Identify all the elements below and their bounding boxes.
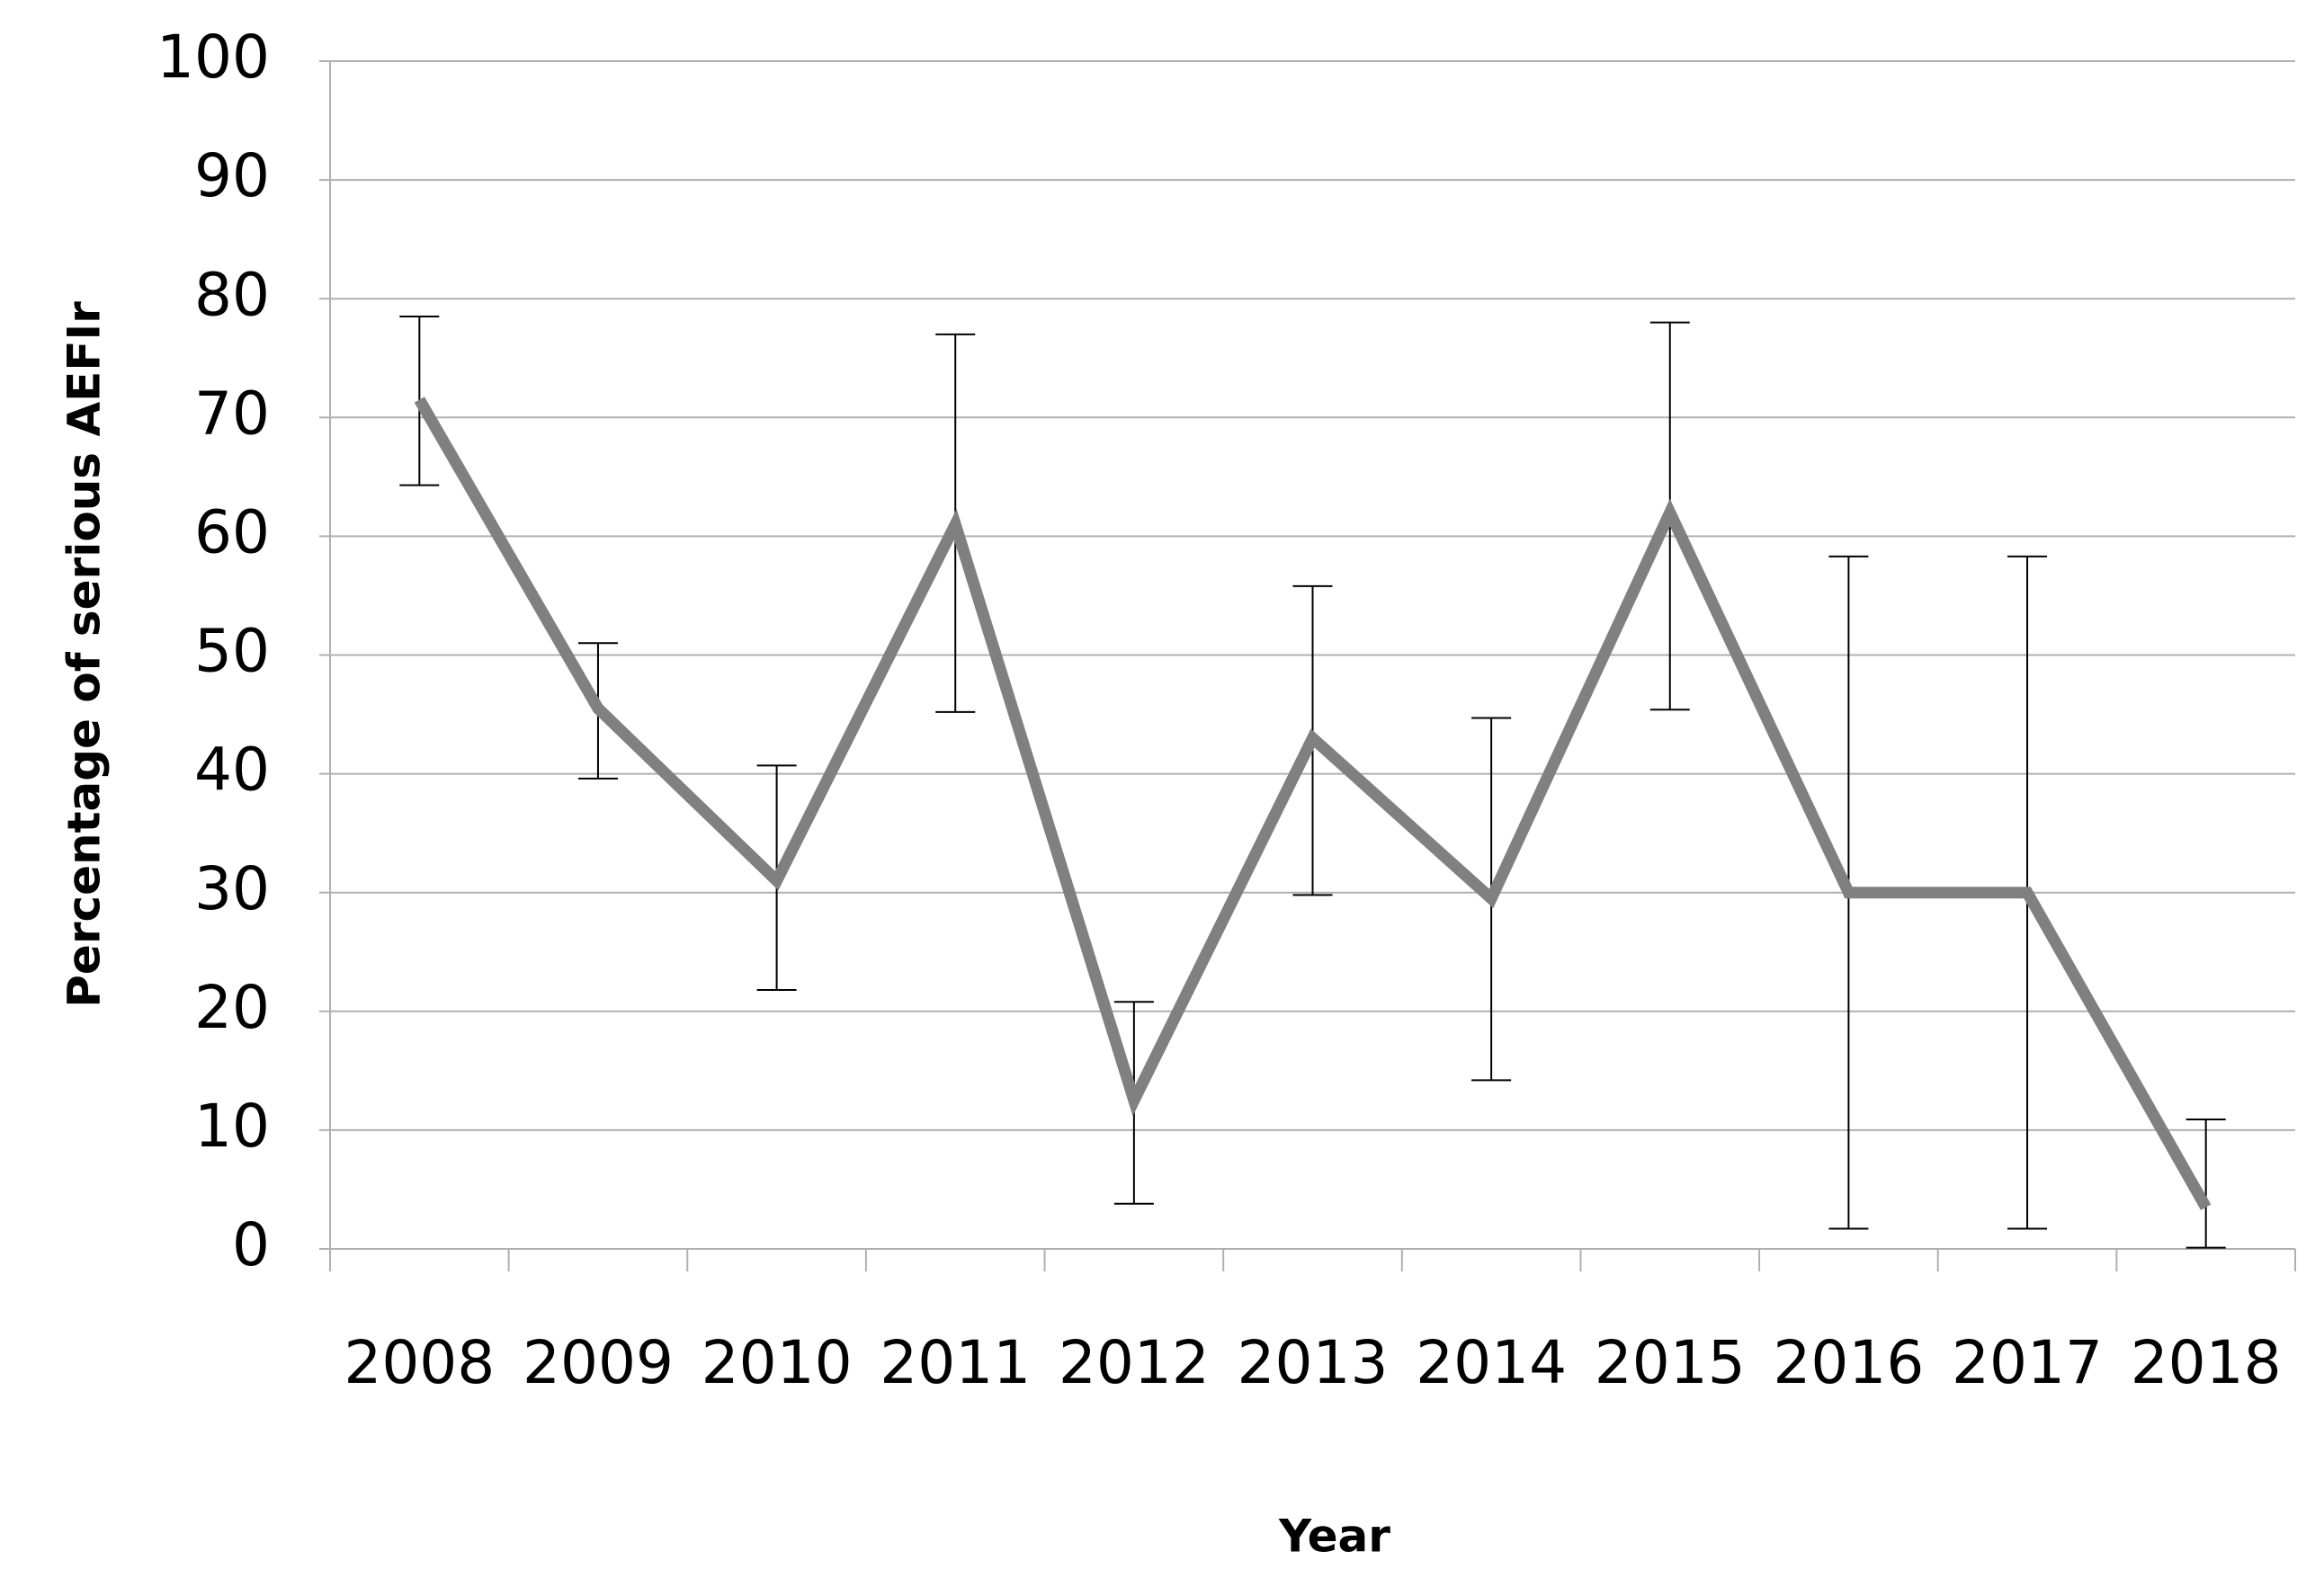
y-tick-label: 90: [194, 141, 270, 210]
y-axis-title: Percentage of serious AEFIr: [58, 301, 111, 1008]
y-tick-label: 30: [194, 854, 270, 923]
x-tick-label: 2017: [1952, 1328, 2103, 1397]
y-tick-label: 0: [232, 1210, 270, 1279]
y-tick-label: 50: [194, 617, 270, 686]
error-bar: [2185, 1119, 2226, 1249]
x-tick-label: 2013: [1238, 1328, 1389, 1397]
y-tick-label: 70: [194, 379, 270, 448]
x-tick-label: 2012: [1059, 1328, 1210, 1397]
x-tick-label: 2016: [1773, 1328, 1924, 1397]
x-axis-title: Year: [1278, 1511, 1390, 1563]
x-tick-label: 2015: [1595, 1328, 1746, 1397]
y-tick-label: 80: [194, 260, 270, 329]
y-tick-label: 40: [194, 736, 270, 805]
x-tick-label: 2018: [2131, 1328, 2282, 1397]
y-tick-label: 10: [194, 1092, 270, 1161]
data-line: [414, 397, 2212, 1210]
x-tick-label: 2009: [523, 1328, 674, 1397]
x-tick-label: 2011: [880, 1328, 1031, 1397]
y-tick-label: 20: [194, 973, 270, 1042]
y-tick-label: 60: [194, 497, 270, 566]
x-tick-label: 2008: [344, 1328, 495, 1397]
y-tick-label: 100: [156, 22, 270, 92]
x-tick-label: 2010: [702, 1328, 853, 1397]
x-tick-label: 2014: [1416, 1328, 1567, 1397]
